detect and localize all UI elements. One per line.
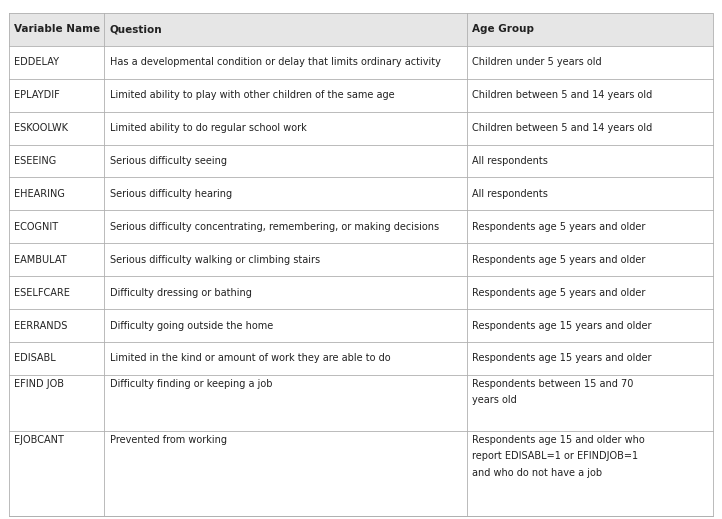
Text: Respondents between 15 and 70
years old: Respondents between 15 and 70 years old: [472, 379, 634, 405]
Text: Has a developmental condition or delay that limits ordinary activity: Has a developmental condition or delay t…: [110, 57, 440, 67]
Bar: [9, 431, 713, 516]
Text: Age Group: Age Group: [472, 24, 534, 34]
Text: Children under 5 years old: Children under 5 years old: [472, 57, 602, 67]
Text: Respondents age 5 years and older: Respondents age 5 years and older: [472, 255, 646, 265]
Text: Respondents age 5 years and older: Respondents age 5 years and older: [472, 288, 646, 298]
Text: EAMBULAT: EAMBULAT: [14, 255, 67, 265]
Bar: [9, 46, 713, 79]
Text: EPLAYDIF: EPLAYDIF: [14, 90, 60, 100]
Text: Difficulty dressing or bathing: Difficulty dressing or bathing: [110, 288, 251, 298]
Text: EHEARING: EHEARING: [14, 189, 65, 199]
Bar: [9, 210, 713, 243]
Text: EJOBCANT: EJOBCANT: [14, 435, 64, 445]
Text: Children between 5 and 14 years old: Children between 5 and 14 years old: [472, 123, 653, 133]
Text: EDISABL: EDISABL: [14, 353, 56, 363]
Text: Limited in the kind or amount of work they are able to do: Limited in the kind or amount of work th…: [110, 353, 390, 363]
Bar: [9, 276, 713, 309]
Bar: [9, 177, 713, 210]
Text: Serious difficulty walking or climbing stairs: Serious difficulty walking or climbing s…: [110, 255, 320, 265]
Bar: [9, 145, 713, 177]
Text: Serious difficulty concentrating, remembering, or making decisions: Serious difficulty concentrating, rememb…: [110, 222, 439, 232]
Bar: [9, 309, 713, 342]
Text: Difficulty finding or keeping a job: Difficulty finding or keeping a job: [110, 379, 272, 389]
Bar: [9, 375, 713, 431]
Text: Respondents age 15 and older who
report EDISABL=1 or EFINDJOB=1
and who do not h: Respondents age 15 and older who report …: [472, 435, 645, 478]
Text: Limited ability to do regular school work: Limited ability to do regular school wor…: [110, 123, 306, 133]
Text: ESELFCARE: ESELFCARE: [14, 288, 70, 298]
Text: EFIND JOB: EFIND JOB: [14, 379, 64, 389]
Text: All respondents: All respondents: [472, 156, 548, 166]
Text: Respondents age 15 years and older: Respondents age 15 years and older: [472, 321, 652, 331]
Text: Difficulty going outside the home: Difficulty going outside the home: [110, 321, 273, 331]
Bar: [9, 112, 713, 145]
Text: Limited ability to play with other children of the same age: Limited ability to play with other child…: [110, 90, 394, 100]
Text: Question: Question: [110, 24, 162, 34]
Text: EDDELAY: EDDELAY: [14, 57, 59, 67]
Text: Variable Name: Variable Name: [14, 24, 100, 34]
Bar: [9, 243, 713, 276]
Text: All respondents: All respondents: [472, 189, 548, 199]
Text: ESKOOLWK: ESKOOLWK: [14, 123, 69, 133]
Bar: [9, 13, 713, 46]
Bar: [9, 79, 713, 112]
Bar: [9, 342, 713, 375]
Text: Serious difficulty hearing: Serious difficulty hearing: [110, 189, 232, 199]
Text: ECOGNIT: ECOGNIT: [14, 222, 58, 232]
Text: Children between 5 and 14 years old: Children between 5 and 14 years old: [472, 90, 653, 100]
Text: Serious difficulty seeing: Serious difficulty seeing: [110, 156, 227, 166]
Text: ESEEING: ESEEING: [14, 156, 57, 166]
Text: Respondents age 15 years and older: Respondents age 15 years and older: [472, 353, 652, 363]
Text: EERRANDS: EERRANDS: [14, 321, 68, 331]
Text: Respondents age 5 years and older: Respondents age 5 years and older: [472, 222, 646, 232]
Text: Prevented from working: Prevented from working: [110, 435, 227, 445]
